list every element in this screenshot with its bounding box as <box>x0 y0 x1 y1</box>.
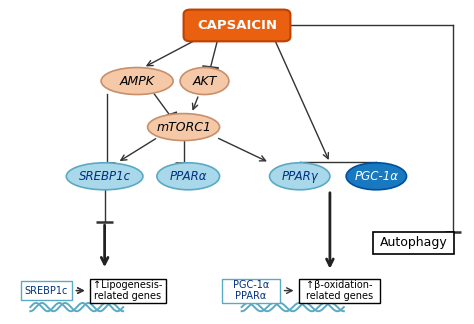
Ellipse shape <box>180 67 229 95</box>
Text: mTORC1: mTORC1 <box>156 121 211 133</box>
Text: AMPK: AMPK <box>119 75 155 87</box>
Ellipse shape <box>101 67 173 95</box>
FancyBboxPatch shape <box>183 10 291 41</box>
Ellipse shape <box>147 114 219 141</box>
Ellipse shape <box>270 163 330 190</box>
Text: PPARγ: PPARγ <box>282 170 318 183</box>
Text: Autophagy: Autophagy <box>380 237 447 249</box>
Text: CAPSAICIN: CAPSAICIN <box>197 19 277 32</box>
Text: SREBP1c: SREBP1c <box>79 170 131 183</box>
Ellipse shape <box>66 163 143 190</box>
Text: PPARα: PPARα <box>170 170 207 183</box>
Bar <box>222 279 280 303</box>
Ellipse shape <box>346 163 407 190</box>
Bar <box>21 281 72 300</box>
Bar <box>373 232 454 254</box>
Text: SREBP1c: SREBP1c <box>25 285 68 295</box>
Text: AKT: AKT <box>192 75 217 87</box>
Text: ↑Lipogenesis-
related genes: ↑Lipogenesis- related genes <box>93 280 163 301</box>
Text: ↑β-oxidation-
related genes: ↑β-oxidation- related genes <box>306 280 373 301</box>
Text: PGC-1α: PGC-1α <box>355 170 398 183</box>
Bar <box>299 279 380 303</box>
Bar <box>90 279 166 303</box>
Text: PGC-1α
PPARα: PGC-1α PPARα <box>233 280 269 301</box>
Ellipse shape <box>157 163 219 190</box>
